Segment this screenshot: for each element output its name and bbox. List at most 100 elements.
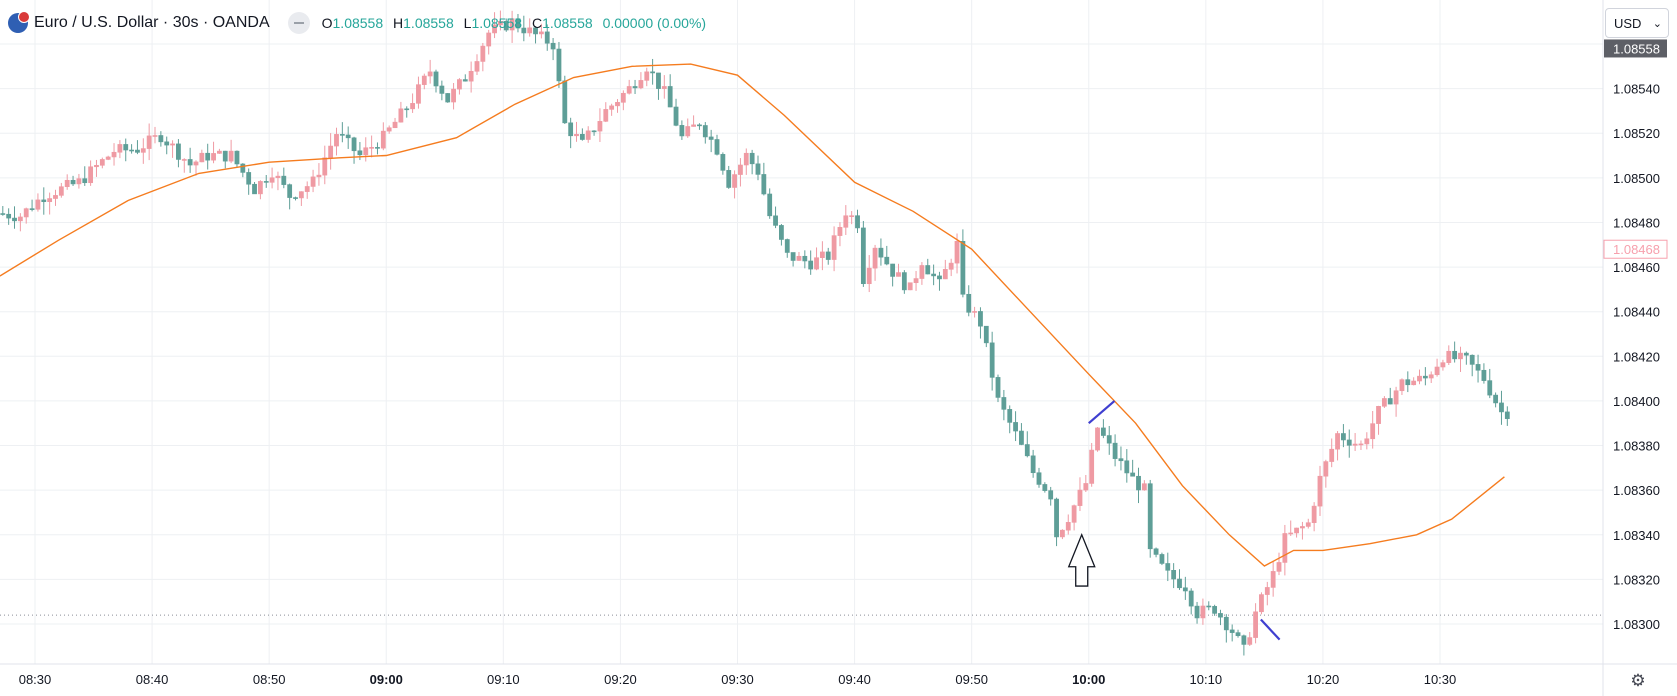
candle-body [544, 31, 550, 44]
candle-body [1475, 364, 1481, 371]
candle-body [1294, 527, 1299, 534]
candle-body [1042, 484, 1048, 491]
price-tick-label: 1.08360 [1613, 483, 1660, 498]
candle-body [53, 195, 58, 199]
candle-body [1434, 366, 1440, 376]
ohlc-values: O1.08558 H1.08558 L1.08558 C1.08558 0.00… [322, 15, 706, 31]
candle-body [298, 191, 304, 199]
candle-body [462, 79, 468, 82]
price-tick-label: 1.08540 [1613, 82, 1660, 97]
candle-body [591, 130, 597, 133]
time-axis[interactable]: 08:30 08:40 08:50 09:00 09:10 09:20 09:30 09:40… [19, 672, 1457, 687]
gear-icon[interactable]: ⚙ [1630, 671, 1646, 690]
price-tick-label: 1.08440 [1613, 305, 1660, 320]
time-tick-label: 10:10 [1190, 672, 1223, 687]
candle-body [755, 163, 761, 175]
candle-body [1141, 483, 1147, 491]
candle-body [638, 80, 644, 89]
candle-body [1259, 594, 1264, 613]
candle-body [94, 165, 99, 168]
symbol-title[interactable]: Euro / U.S. Dollar · 30s · OANDA [34, 14, 270, 31]
candle-body [790, 252, 796, 261]
candle-body [1335, 433, 1340, 450]
price-tick-label: 1.08460 [1613, 260, 1660, 275]
candle-body [269, 177, 275, 183]
candle-body [445, 93, 451, 103]
candle-body [334, 134, 339, 147]
candle-body [878, 247, 884, 258]
candle-body [1499, 402, 1504, 413]
low-value: 1.08558 [471, 15, 523, 31]
candle-body [872, 247, 878, 269]
candle-body [1065, 522, 1071, 531]
candle-body [808, 260, 814, 270]
time-tick-label: 09:30 [721, 672, 754, 687]
candle-body [1194, 605, 1200, 619]
candle-body [193, 161, 199, 166]
candle-body [70, 179, 76, 185]
candle-body [404, 108, 410, 111]
candle-body [1118, 458, 1124, 462]
candle-body [117, 144, 123, 153]
candle-body [474, 61, 480, 72]
candle-body [111, 151, 117, 158]
candle-body [211, 153, 216, 161]
candle-body [1317, 475, 1323, 507]
candle-body [503, 20, 509, 31]
candle-body [1399, 379, 1405, 392]
currency-selector[interactable]: USD ⌄ [1605, 8, 1669, 38]
candle-body [480, 45, 486, 62]
candle-body [99, 159, 105, 166]
candle-body [1182, 587, 1188, 592]
candle-body [351, 137, 357, 152]
candle-body [983, 325, 989, 344]
candle-body [743, 152, 749, 166]
candle-body [661, 86, 667, 89]
candle-body [1165, 563, 1171, 571]
candle-body [17, 216, 23, 222]
candle-body [375, 147, 380, 149]
candle-body [1288, 532, 1294, 535]
candle-body [386, 127, 392, 132]
candle-body [831, 235, 837, 260]
candle-body [105, 156, 111, 160]
candle-body [58, 186, 64, 196]
candle-body [1223, 616, 1229, 631]
candle-body [1095, 427, 1100, 451]
trend-line-drawing [1088, 400, 1116, 425]
candle-body [1352, 443, 1358, 446]
candle-body [176, 143, 181, 160]
candle-body [152, 135, 158, 137]
candle-body [1458, 352, 1463, 360]
candle-body [1083, 483, 1089, 491]
last-price-label: 1.08558 [1613, 41, 1660, 56]
candle-body [486, 32, 492, 47]
candle-body [1411, 380, 1417, 386]
candle-body [222, 150, 228, 162]
candle-body [293, 197, 298, 199]
candle-body [363, 147, 369, 156]
candle-body [47, 198, 53, 203]
candle-body [819, 251, 825, 258]
candle-body [1504, 411, 1510, 419]
time-tick-label: 09:50 [955, 672, 988, 687]
candle-body [989, 342, 995, 378]
price-axis[interactable]: 1.085601.085401.085201.085001.084801.084… [1613, 37, 1660, 632]
candle-body [257, 181, 263, 195]
chevron-down-icon: ⌄ [1652, 17, 1662, 30]
candle-body [316, 174, 322, 178]
candle-body [726, 170, 732, 188]
eye-icon[interactable] [287, 12, 310, 34]
candle-body [515, 18, 521, 29]
candle-body [1387, 398, 1393, 405]
candle-body [1323, 461, 1329, 477]
candle-body [907, 282, 913, 291]
candle-body [64, 179, 70, 187]
candle-body [1446, 350, 1452, 363]
candle-body [615, 102, 620, 107]
candle-body [1036, 472, 1042, 485]
candle-body [1440, 362, 1446, 368]
candle-body [1153, 548, 1159, 555]
candle-body [6, 213, 12, 219]
